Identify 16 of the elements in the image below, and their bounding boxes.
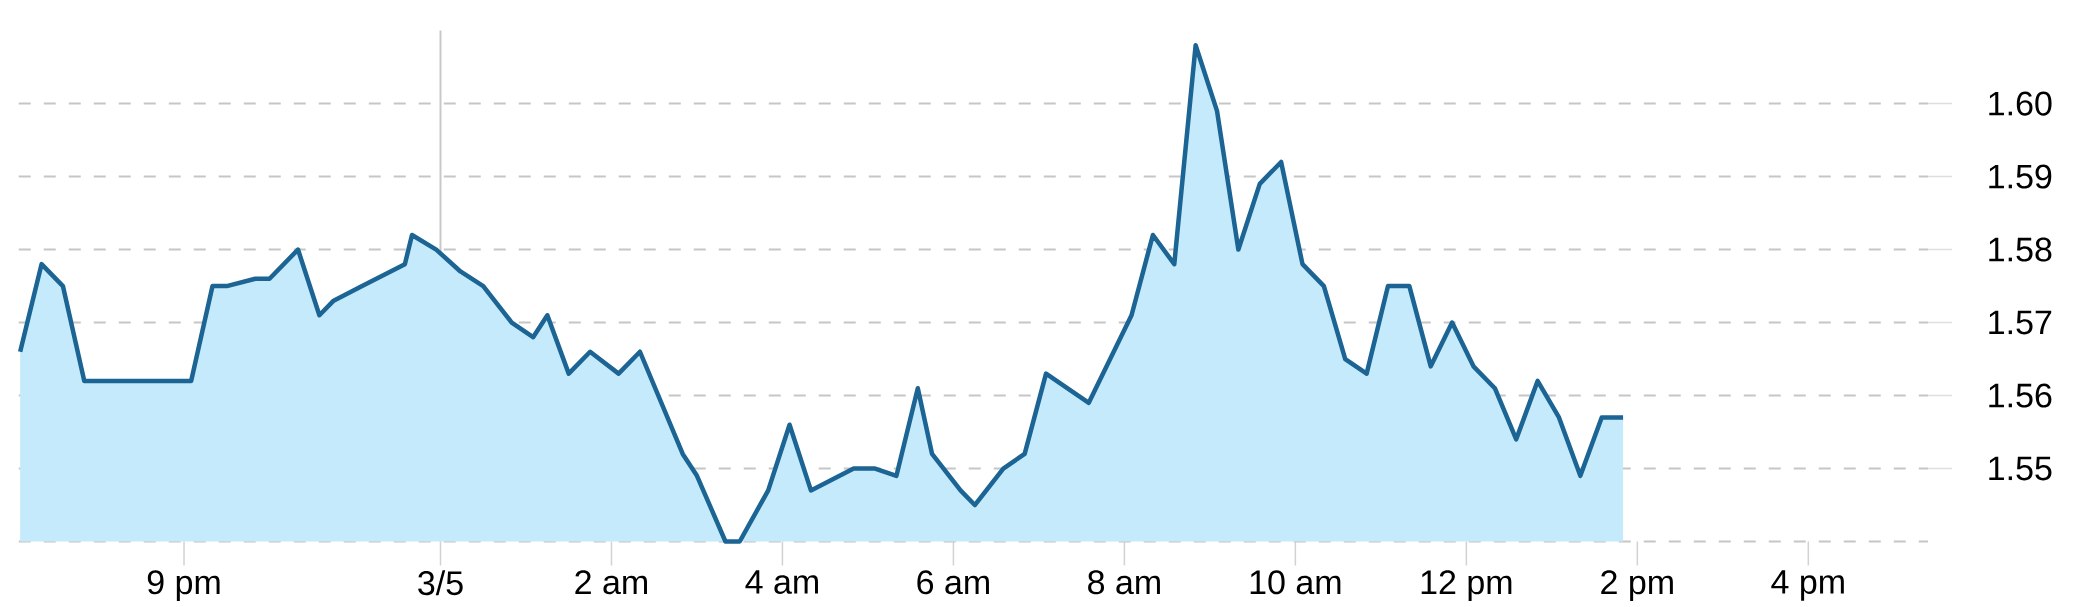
x-tick-label: 9 pm [147, 570, 220, 601]
y-tick-label: 1.56 [1989, 383, 2052, 408]
x-tick-label: 2 am [575, 570, 647, 595]
y-tick-label: 1.55 [1989, 456, 2052, 481]
x-tick-label: 2 pm [1601, 570, 1673, 601]
y-tick-label: 1.58 [1989, 237, 2052, 262]
y-tick-label: 1.59 [1989, 164, 2052, 189]
x-tick-label: 12 pm [1421, 570, 1512, 601]
y-tick-label: 1.60 [1989, 91, 2052, 116]
x-tick-label: 4 pm [1771, 570, 1844, 601]
x-tick-label: 4 am [745, 570, 818, 594]
x-tick-label: 6 am [917, 570, 989, 595]
x-tick-label: 3/5 [418, 570, 463, 596]
x-tick-label: 10 am [1250, 570, 1341, 595]
x-tick-label: 8 am [1088, 570, 1160, 595]
y-tick-label: 1.57 [1989, 310, 2052, 335]
